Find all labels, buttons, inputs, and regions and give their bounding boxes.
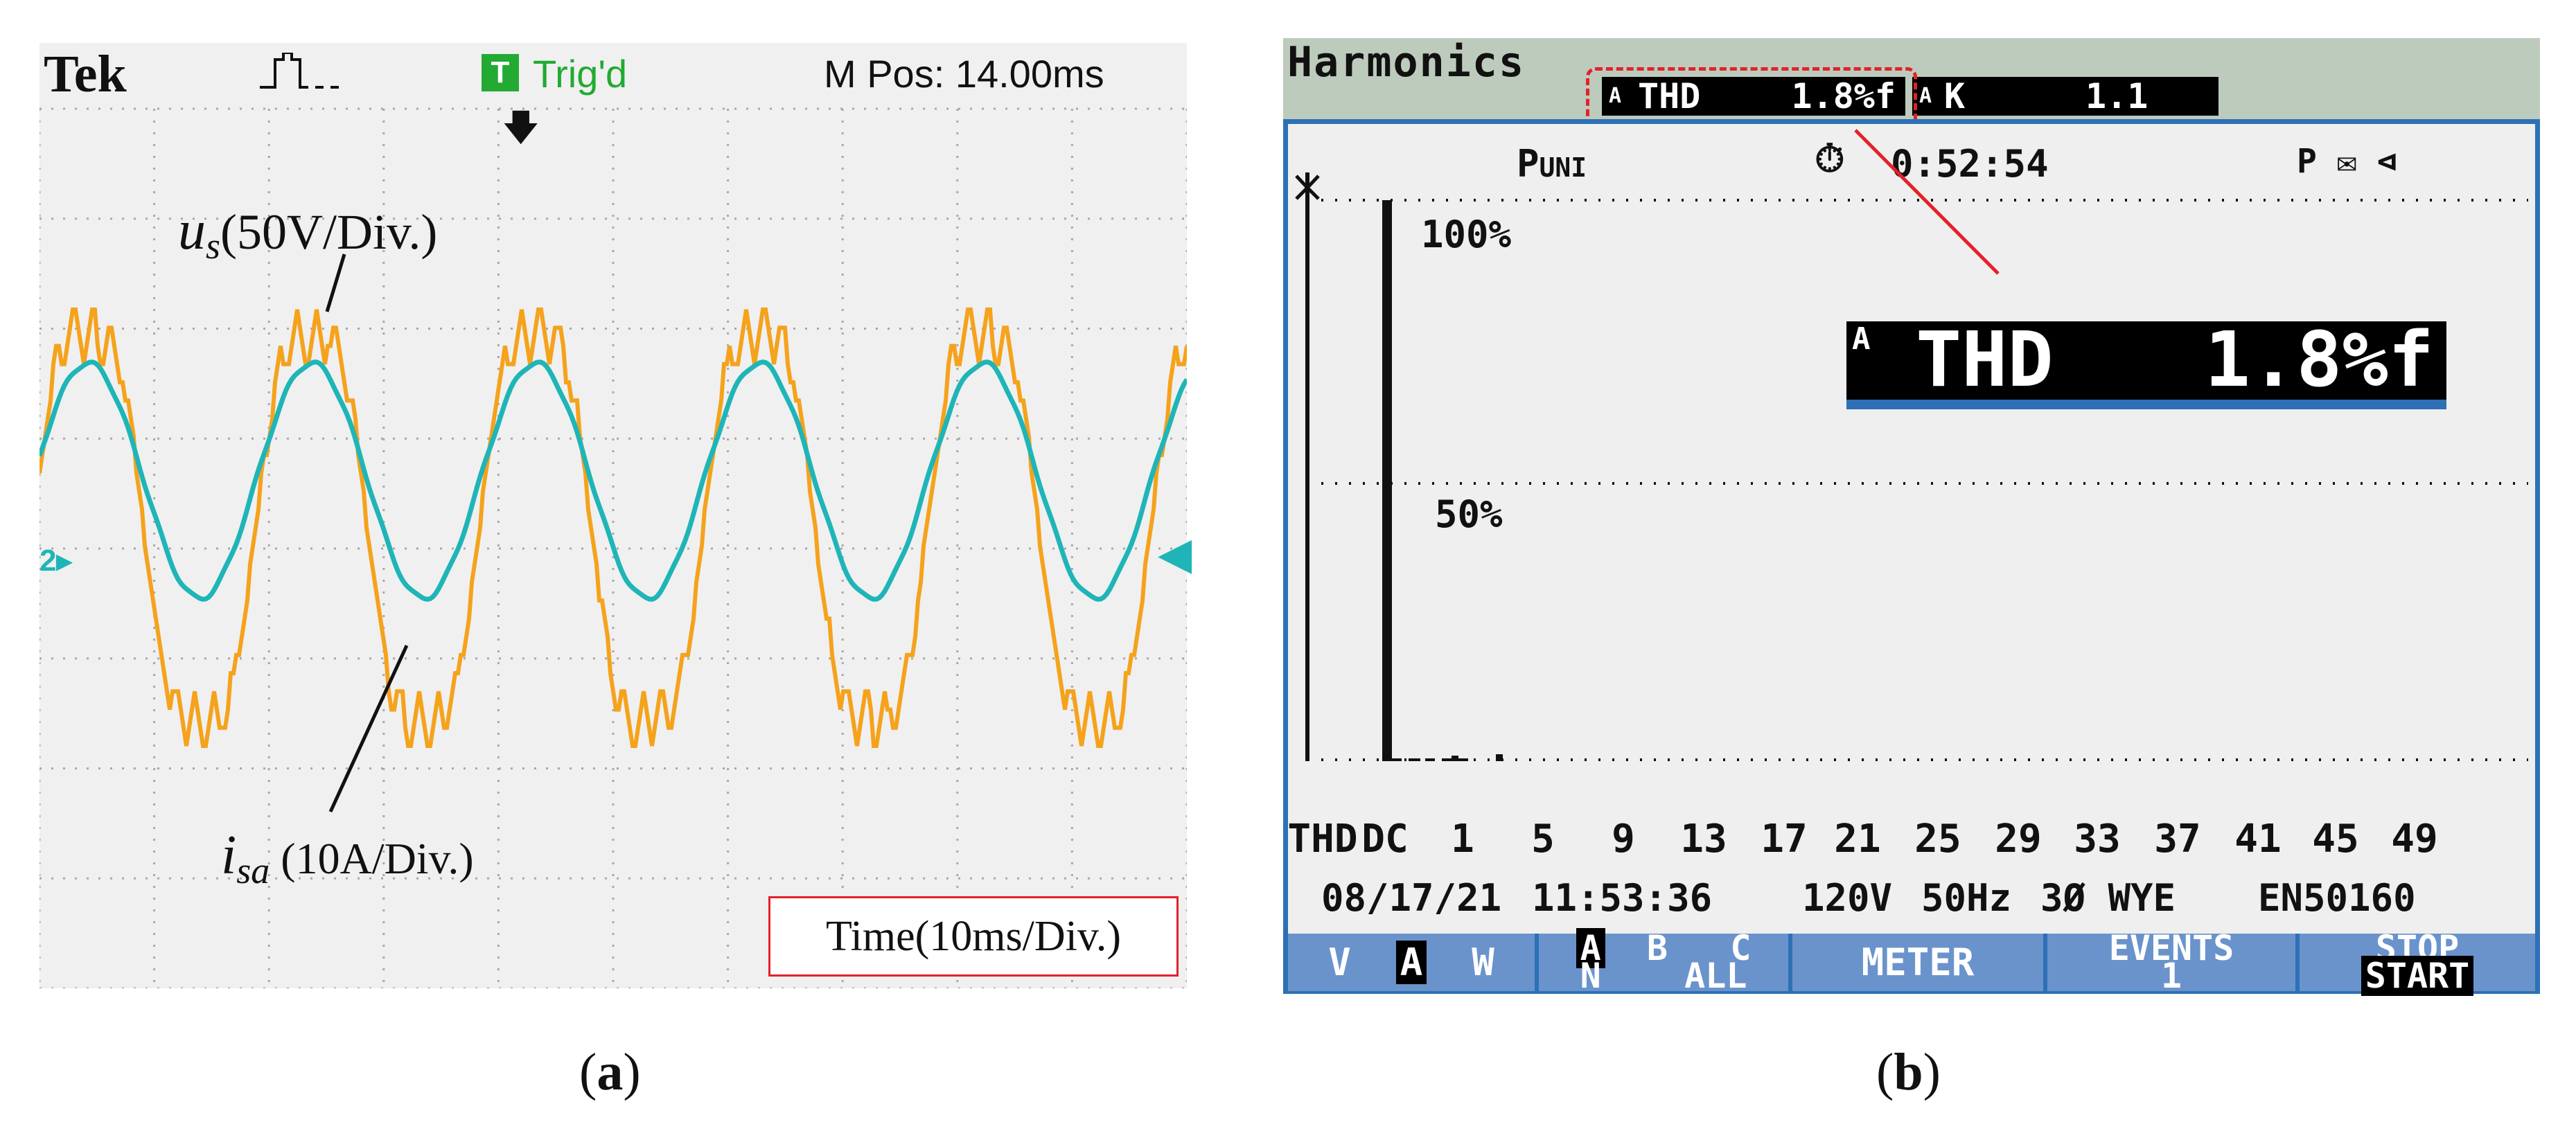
- harmonic-5-bar: [1452, 756, 1458, 761]
- x-label-13: 13: [1680, 817, 1727, 862]
- trigger-status: Trig'd: [533, 52, 628, 96]
- x-label-41: 41: [2234, 817, 2282, 862]
- elapsed-time: 0:52:54: [1891, 142, 2049, 186]
- softkey-events[interactable]: EVENTS 1: [2047, 928, 2300, 996]
- tek-logo: Tek: [44, 45, 127, 103]
- x-label-29: 29: [1995, 817, 2042, 862]
- y-axis-cursor-icon: [1295, 175, 1320, 200]
- meter-header: Harmonics A THD 1.8%f A K 1.1: [1283, 38, 2540, 136]
- current-label-pointer: [328, 644, 409, 813]
- status-frequency: 50Hz: [1921, 876, 2012, 920]
- softkey-phase-all: ALL: [1684, 956, 1747, 996]
- thd-callout-line: [1854, 129, 2000, 275]
- x-label-33: 33: [2074, 817, 2121, 862]
- thd-zoom-phase: A: [1852, 321, 1871, 357]
- timer-icon: ⏱: [1815, 136, 1845, 181]
- softkey-bar: V A W A B C N ALL METER EVENTS 1 STOP: [1288, 928, 2535, 996]
- voltage-subscript: s: [206, 225, 221, 267]
- status-time: 11:53:36: [1532, 876, 1713, 920]
- voltage-label: us(50V/Div.): [178, 199, 438, 267]
- harmonics-grid: [1307, 199, 2528, 761]
- softkey-phase-b: B: [1646, 928, 1668, 968]
- voltage-symbol: u: [178, 200, 206, 261]
- softkey-a-selected: A: [1395, 941, 1427, 984]
- softkey-phase-a-selected: A: [1576, 928, 1605, 968]
- scope-display: [39, 107, 1187, 988]
- channel-2-marker: 2▸: [39, 544, 72, 578]
- oscilloscope-screen: Tek T Trig'd M Pos: 14.00ms 🡇 2▸ ◀ us(50…: [39, 43, 1192, 988]
- thd-zoom-value: 1.8%f: [2204, 315, 2434, 404]
- caption-b: (b): [1876, 1043, 1941, 1101]
- thd-bar: [1382, 200, 1392, 761]
- x-label-45: 45: [2312, 817, 2359, 862]
- softkey-vaw[interactable]: V A W: [1288, 934, 1539, 991]
- current-label: isa (10A/Div.): [221, 824, 474, 891]
- current-scale: (10A/Div.): [270, 834, 474, 883]
- header-thd-value: 1.8%f: [1791, 76, 1896, 116]
- header-k-value: 1.1: [2085, 76, 2149, 116]
- status-bar: 08/17/21 11:53:36 120V 50Hz 3Ø WYE EN501…: [1288, 876, 2535, 920]
- acquisition-run-icon: [260, 53, 339, 89]
- status-voltage: 120V: [1802, 876, 1893, 920]
- softkey-stop-start[interactable]: STOP START: [2300, 931, 2535, 996]
- header-k-label: K: [1944, 76, 1966, 116]
- x-label-thd: THD: [1287, 817, 1358, 862]
- horizontal-position: M Pos: 14.00ms: [824, 52, 1104, 96]
- header-thd-label: THD: [1638, 76, 1701, 116]
- mode-main: P: [1517, 142, 1540, 186]
- trigger-position-arrow-icon: 🡇: [502, 108, 540, 148]
- x-label-21: 21: [1834, 817, 1881, 862]
- status-icons: P ✉ ⊲: [2297, 142, 2397, 181]
- softkey-meter[interactable]: METER: [1792, 934, 2047, 991]
- scope-grid: [39, 107, 1187, 988]
- meter-screen: PUNI ⏱ 0:52:54 P ✉ ⊲ 100% 50% A THD 1.8%…: [1283, 119, 2540, 996]
- status-standard: EN50160: [2258, 876, 2416, 920]
- current-subscript: sa: [236, 850, 270, 891]
- x-label-49: 49: [2391, 817, 2438, 862]
- softkey-phase-n: N: [1580, 956, 1601, 996]
- softkey-events-count: 1: [2160, 956, 2182, 996]
- x-label-dc: DC: [1361, 817, 1409, 862]
- x-label-5: 5: [1531, 817, 1555, 862]
- y-label-100: 100%: [1421, 213, 1512, 256]
- mode-sub: UNI: [1539, 152, 1587, 183]
- x-label-1: 1: [1451, 817, 1474, 862]
- meter-title: Harmonics: [1287, 38, 1526, 87]
- header-k-phase: A: [1919, 84, 1932, 108]
- softkey-meter-label: METER: [1861, 941, 1975, 984]
- y-label-50: 50%: [1435, 492, 1503, 536]
- time-scale-box: Time(10ms/Div.): [768, 896, 1179, 977]
- power-analyzer: Harmonics A THD 1.8%f A K 1.1 PUNI ⏱ 0:5…: [1283, 38, 2540, 996]
- header-thd-readout: A THD 1.8%f: [1602, 77, 1905, 116]
- trigger-badge: T: [482, 54, 519, 91]
- thd-zoom-readout: A THD 1.8%f: [1846, 315, 2446, 409]
- trigger-level-arrow-icon: ◀: [1158, 528, 1192, 578]
- header-thd-phase: A: [1609, 84, 1622, 108]
- caption-a: (a): [579, 1043, 641, 1101]
- harmonics-plot: [1295, 172, 2528, 761]
- x-label-17: 17: [1761, 817, 1808, 862]
- x-label-37: 37: [2154, 817, 2201, 862]
- softkey-events-label: EVENTS: [2108, 928, 2234, 968]
- header-k-readout: A K 1.1: [1912, 77, 2218, 116]
- x-label-9: 9: [1612, 817, 1635, 862]
- softkey-w: W: [1472, 941, 1494, 984]
- voltage-label-pointer: [325, 253, 346, 312]
- harmonic-7-bar: [1496, 754, 1503, 761]
- thd-zoom-label: THD: [1916, 315, 2054, 404]
- softkey-v: V: [1328, 941, 1351, 984]
- softkey-phase[interactable]: A B C N ALL: [1539, 928, 1792, 993]
- mode-indicator: PUNI: [1517, 142, 1587, 186]
- x-label-25: 25: [1914, 817, 1961, 862]
- status-date: 08/17/21: [1321, 876, 1502, 920]
- current-symbol: i: [221, 825, 237, 886]
- voltage-waveform: [39, 308, 1187, 748]
- status-config: 3Ø WYE: [2040, 876, 2176, 920]
- voltage-scale: (50V/Div.): [220, 204, 438, 260]
- softkey-phase-c: C: [1730, 928, 1752, 968]
- current-waveform: [39, 359, 1187, 602]
- softkey-start-selected: START: [2361, 956, 2474, 996]
